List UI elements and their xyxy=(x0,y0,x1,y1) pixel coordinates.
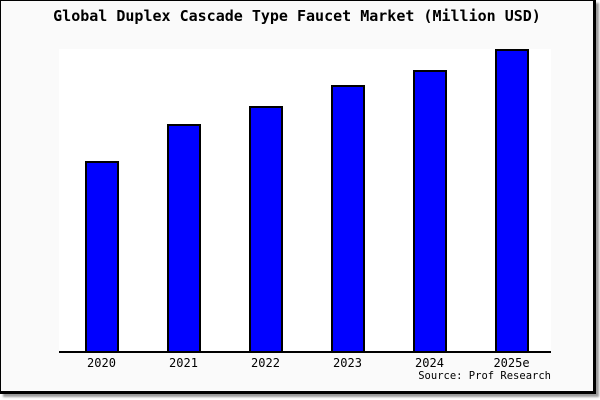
plot-area xyxy=(59,49,551,353)
bar-2024 xyxy=(412,70,447,351)
x-tick-label-2022: 2022 xyxy=(251,356,280,370)
bar-2021 xyxy=(166,124,201,351)
x-tick-label-2023: 2023 xyxy=(333,356,362,370)
x-axis-labels: 2020 2021 2022 2023 2024 2025e xyxy=(59,356,551,370)
x-tick-label-2021: 2021 xyxy=(169,356,198,370)
chart-window: Global Duplex Cascade Type Faucet Market… xyxy=(0,0,596,394)
bar-2023 xyxy=(330,85,365,351)
bar-2020 xyxy=(84,161,119,351)
x-tick-label-2020: 2020 xyxy=(87,356,116,370)
x-tick-label-2025e: 2025e xyxy=(493,356,530,370)
bar-2022 xyxy=(248,106,283,351)
chart-title: Global Duplex Cascade Type Faucet Market… xyxy=(53,7,541,25)
source-credit: Source: Prof Research xyxy=(418,370,551,382)
x-tick-label-2024: 2024 xyxy=(415,356,444,370)
bar-2025e xyxy=(494,49,529,351)
